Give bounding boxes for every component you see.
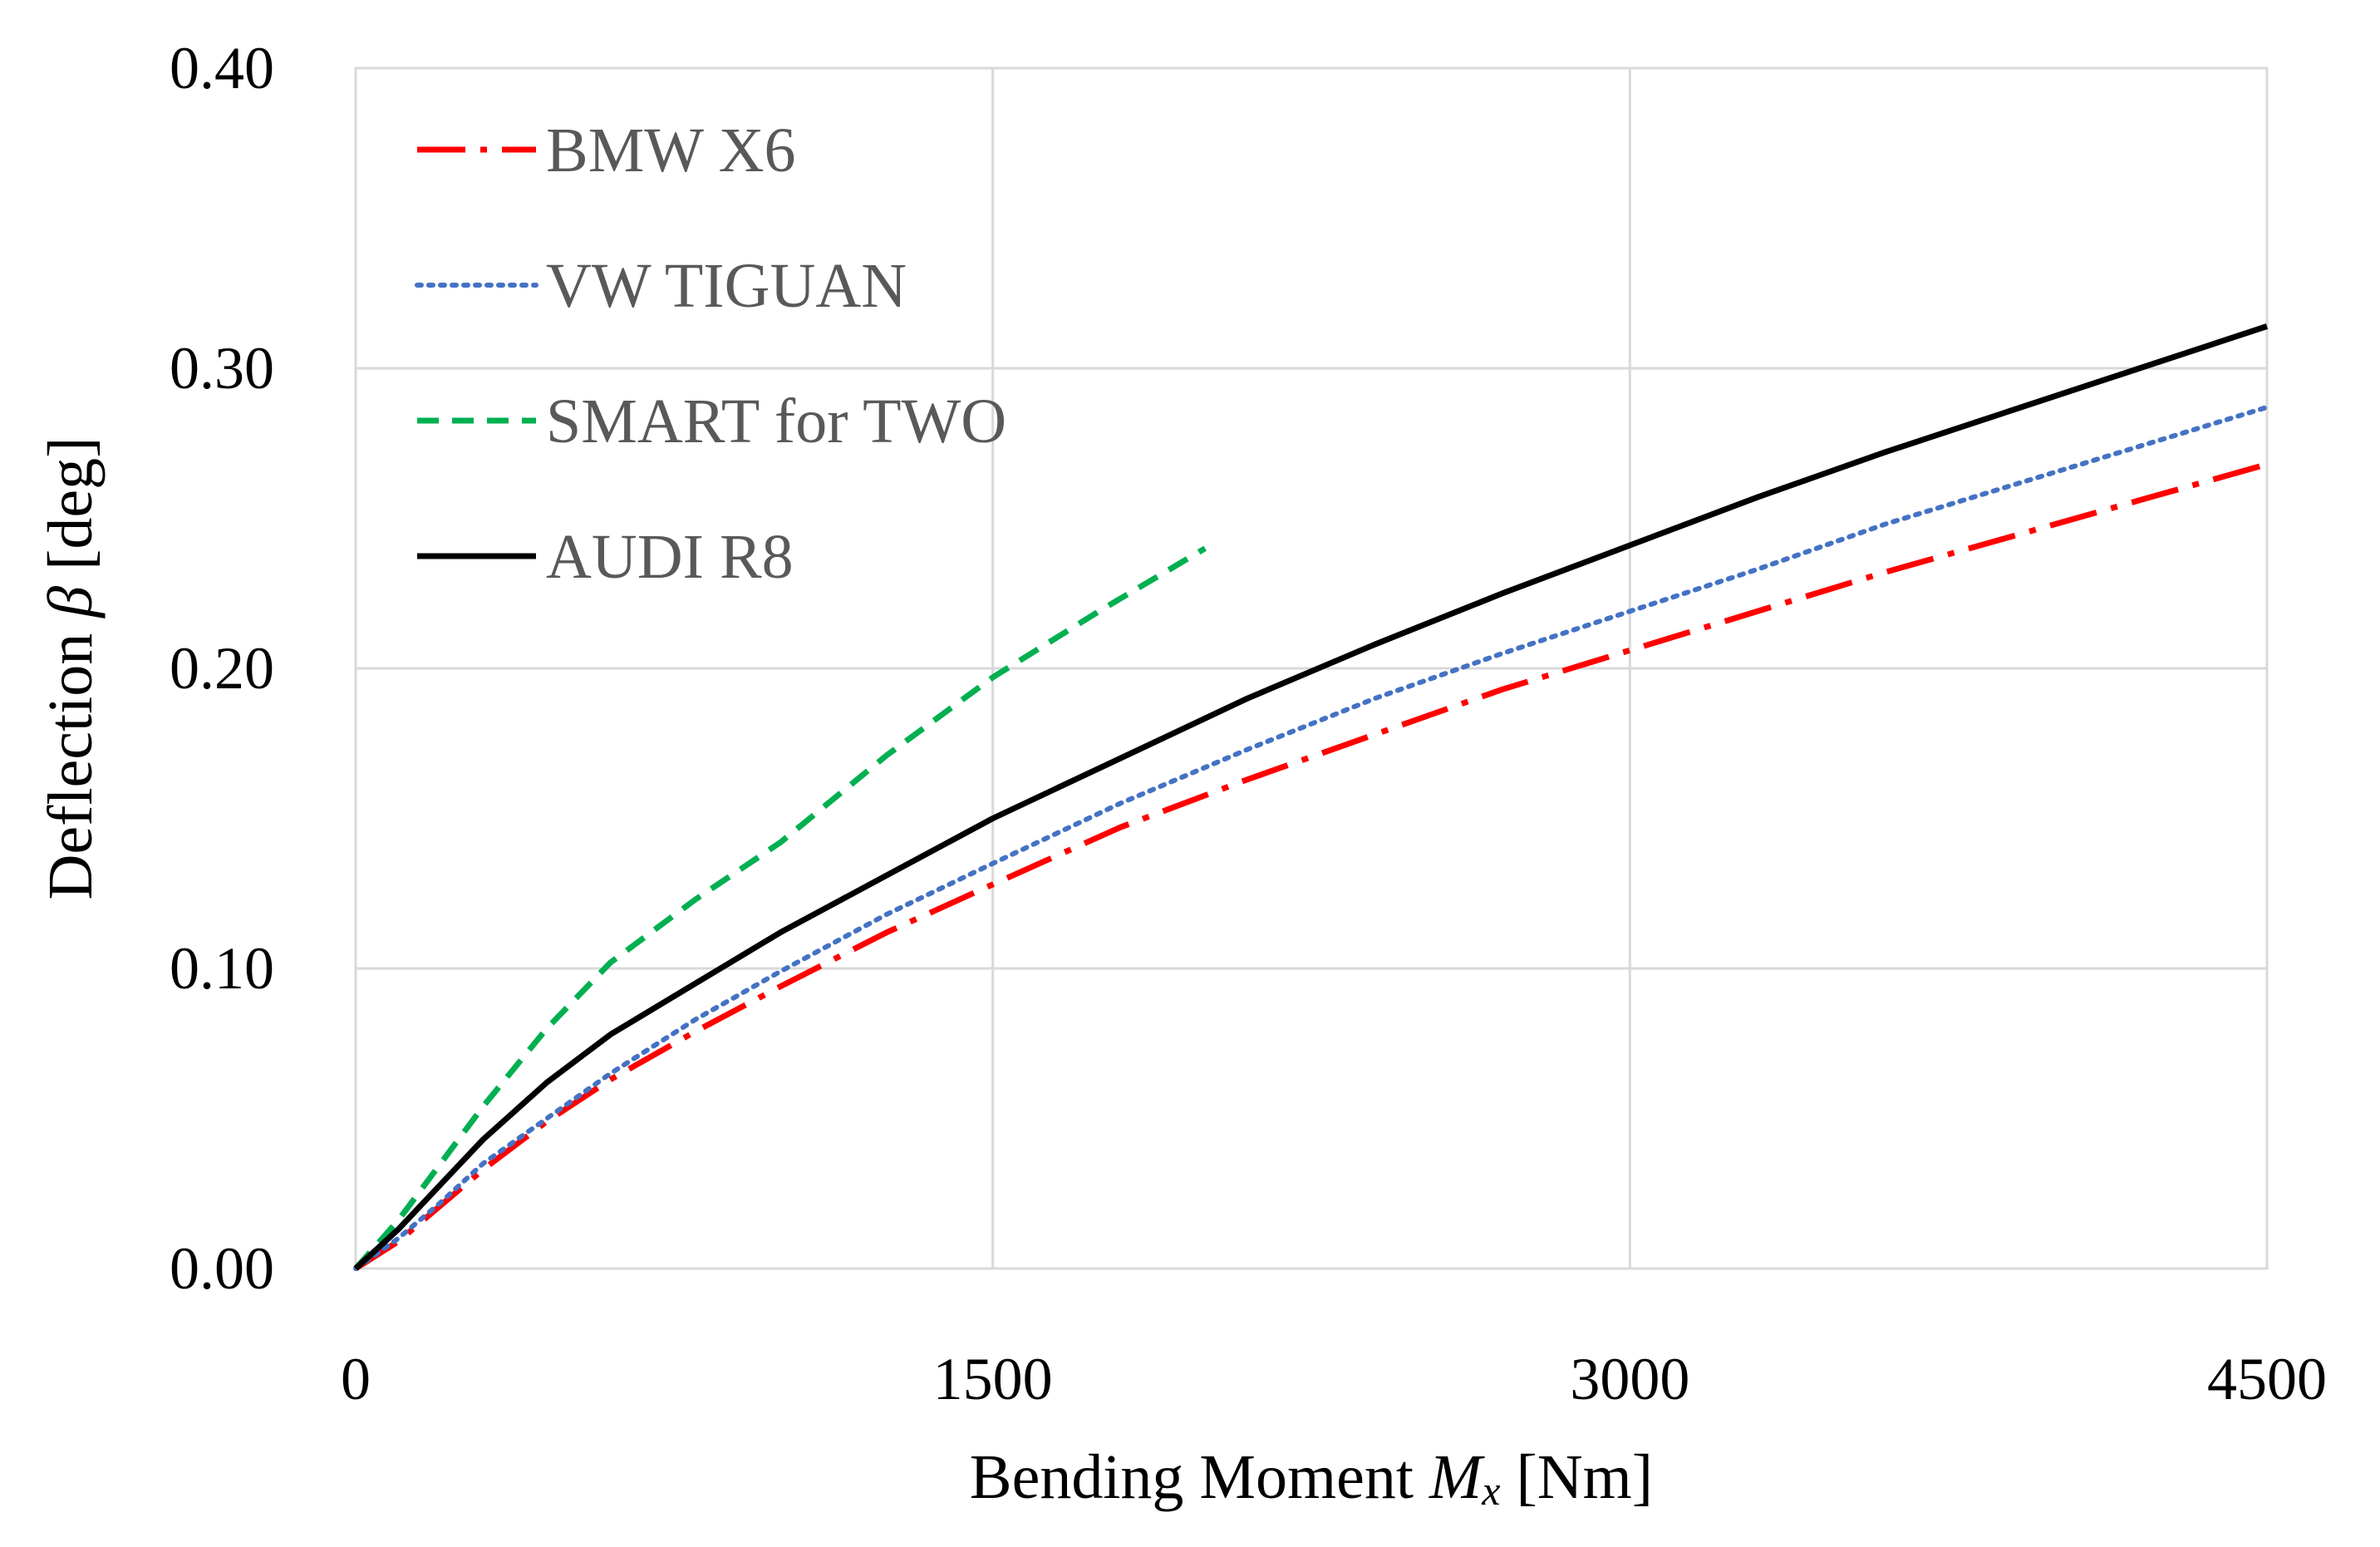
x-tick-label-1: 1500 — [933, 1346, 1053, 1412]
x-tick-label-2: 3000 — [1570, 1346, 1689, 1412]
legend-label-bmw-x6: BMW X6 — [546, 116, 796, 185]
legend-label-vw-tiguan: VW TIGUAN — [546, 251, 907, 321]
x-axis-title: Bending Moment Mx [Nm] — [970, 1442, 1653, 1514]
x-axis-title-subscript: x — [1481, 1467, 1500, 1514]
x-axis-tick-labels: 0 1500 3000 4500 — [341, 1346, 2327, 1412]
x-axis-title-suffix: [Nm] — [1500, 1442, 1653, 1512]
y-tick-label-0: 0.00 — [170, 1235, 274, 1302]
y-axis-tick-labels: 0.00 0.10 0.20 0.30 0.40 — [170, 35, 274, 1302]
series-line-bmw-x6 — [354, 461, 2268, 1271]
y-axis-title: Deflection β [deg] — [36, 437, 106, 900]
y-tick-label-3: 0.30 — [170, 335, 274, 402]
y-tick-label-2: 0.20 — [170, 635, 274, 702]
legend-label-audi-r8: AUDI R8 — [546, 522, 794, 592]
legend-label-smart-for-two: SMART for TWO — [546, 387, 1006, 456]
y-axis-title-symbol: β — [36, 586, 106, 619]
y-axis-title-suffix: [deg] — [36, 437, 106, 586]
x-tick-label-0: 0 — [341, 1346, 371, 1412]
x-tick-label-3: 4500 — [2207, 1346, 2327, 1412]
y-tick-label-4: 0.40 — [170, 35, 274, 101]
series-line-vw-tiguan — [353, 404, 2269, 1271]
y-tick-label-1: 0.10 — [170, 935, 274, 1002]
x-axis-title-prefix: Bending Moment — [970, 1442, 1429, 1512]
legend: BMW X6 VW TIGUAN SMART for TWO AUDI R8 — [415, 116, 1006, 592]
series-line-audi-r8 — [353, 323, 2269, 1271]
series-lines — [353, 323, 2269, 1271]
y-axis-title-prefix: Deflection — [36, 618, 106, 900]
plot-area-border — [354, 67, 2269, 1270]
series-line-smart-for-two — [353, 545, 1207, 1271]
x-axis-title-symbol: M — [1428, 1442, 1485, 1512]
